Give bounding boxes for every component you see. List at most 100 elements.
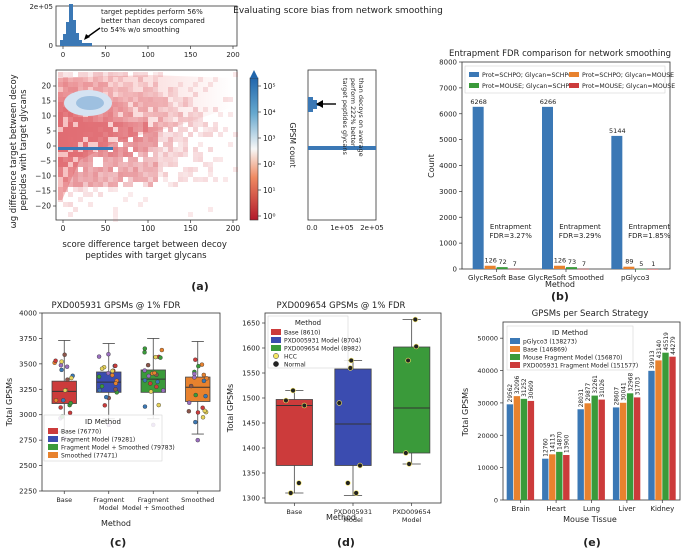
e-bar-label: 45519 <box>664 332 670 351</box>
c-point <box>106 370 111 376</box>
c-legend: ID Method Base (76770)Fragment Model (792… <box>43 414 175 462</box>
c-ytick: 4000 <box>19 310 37 318</box>
e-bar-label: 13900 <box>565 434 571 453</box>
b-ytick: 8000 <box>439 59 457 67</box>
c-ytick: 2500 <box>19 462 37 470</box>
c-point <box>106 351 111 357</box>
e-xtick: Lung <box>583 505 600 513</box>
panel-e-title: GPSMs per Search Strategy <box>532 309 649 319</box>
a-main-ytick: −15 <box>35 187 51 196</box>
b-legend-swatch <box>469 72 479 77</box>
e-bar-label: 28031 <box>579 389 585 408</box>
b-legend-swatch <box>569 83 579 88</box>
d-legend-title: Method <box>295 319 321 327</box>
c-xtick: Base <box>56 496 72 504</box>
d-box <box>275 399 313 466</box>
e-bar-label: 32261 <box>593 375 599 394</box>
e-legend-swatch <box>510 346 520 352</box>
b-xtick: pGlyco3 <box>621 274 650 282</box>
c-point <box>69 375 74 381</box>
e-bar <box>513 396 521 500</box>
c-point <box>192 371 197 377</box>
d-ytick: 1600 <box>242 345 260 353</box>
d-point <box>353 490 359 496</box>
c-legend-label: Base (76770) <box>61 429 101 436</box>
a-main-xtick: 0 <box>61 224 66 233</box>
b-fdr-annotation: FDR=3.29% <box>559 232 602 240</box>
a-ylabel: ωg difference target between decoy pepti… <box>9 72 29 229</box>
d-legend-marker <box>273 361 279 367</box>
b-bar <box>635 268 647 270</box>
e-ytick: 50000 <box>477 335 498 343</box>
c-point <box>142 368 147 373</box>
a-right-annotation: target peptides glycans perform 222% bet… <box>341 78 365 157</box>
e-legend-swatch <box>510 354 520 360</box>
c-point <box>159 347 165 353</box>
b-fdr-annotation: Entrapment <box>559 223 601 231</box>
c-point <box>142 404 148 409</box>
d-xtick: Model <box>402 516 422 524</box>
d-legend-label: Base (8610) <box>284 330 320 337</box>
d-point <box>412 316 419 323</box>
e-legend-label: Mouse Fragment Model (156870) <box>523 355 622 362</box>
b-bar-label: 6268 <box>470 98 487 106</box>
a-right-xtick: 2e+05 <box>360 224 384 232</box>
a-top-xtick: 100 <box>141 51 154 59</box>
e-bar-label: 44279 <box>671 336 677 355</box>
e-bar-label: 30609 <box>529 380 535 399</box>
panel-a-title: Evaluating score bias from network smoot… <box>233 6 443 16</box>
panel-a-label: (a) <box>191 280 208 293</box>
c-point <box>148 389 154 394</box>
c-point <box>187 400 192 405</box>
a-main-ytick: 0 <box>46 142 51 151</box>
a-top-ytick: 0 <box>49 42 53 50</box>
e-bar <box>542 458 549 500</box>
b-fdr-annotation: FDR=1.85% <box>628 232 671 240</box>
e-bar-label: 31703 <box>635 377 641 396</box>
c-point <box>202 408 207 413</box>
c-ytick: 3000 <box>19 411 37 419</box>
b-legend-swatch <box>469 83 479 88</box>
panel-a: Evaluating score bias from network smoot… <box>9 3 443 293</box>
a-top-xtick: 50 <box>101 51 110 59</box>
b-bar-label: 89 <box>625 258 633 266</box>
e-bar-label: 14870 <box>558 431 564 450</box>
b-legend-label: Prot=MOUSE; Glycan=SCHPO <box>482 83 574 90</box>
a-colorbar-tick: 10³ <box>263 134 276 143</box>
c-point <box>200 405 205 410</box>
c-point <box>113 363 118 369</box>
d-ytick: 1400 <box>242 445 260 453</box>
e-bar <box>556 451 563 500</box>
e-xlabel: Mouse Tissue <box>563 515 617 524</box>
c-point <box>99 384 105 389</box>
c-point <box>113 387 118 392</box>
e-bar <box>584 403 591 500</box>
b-bar-label: 1 <box>651 260 655 268</box>
c-point <box>153 354 158 360</box>
c-point <box>58 405 63 410</box>
e-bar <box>633 397 641 500</box>
d-xlabel: Method <box>326 513 356 522</box>
b-xtick: GlycReSoft Smoothed <box>528 274 604 282</box>
b-bar <box>472 106 484 270</box>
e-ylabel: Total GPSMs <box>461 388 470 437</box>
e-xtick: Heart <box>546 505 566 513</box>
d-ytick: 1550 <box>242 370 260 378</box>
d-point <box>296 480 302 486</box>
b-bar <box>496 267 508 269</box>
b-fdr-annotation: Entrapment <box>629 223 671 231</box>
c-ytick: 2750 <box>19 437 37 445</box>
a-colorbar-tick: 10² <box>263 160 276 169</box>
a-colorbar-tick: 10⁴ <box>263 108 276 117</box>
d-point <box>345 480 351 486</box>
b-ytick: 0 <box>453 266 457 274</box>
c-outlier <box>195 437 200 443</box>
a-main-xtick: 50 <box>101 224 111 233</box>
d-box <box>334 368 372 466</box>
b-fdr-annotation: FDR=3.27% <box>489 232 532 240</box>
d-point <box>413 343 419 350</box>
panel-c-title: PXD005931 GPSMs @ 1% FDR <box>52 301 181 311</box>
c-legend-swatch <box>48 452 58 458</box>
b-bar <box>566 267 577 269</box>
b-bar <box>508 268 520 270</box>
